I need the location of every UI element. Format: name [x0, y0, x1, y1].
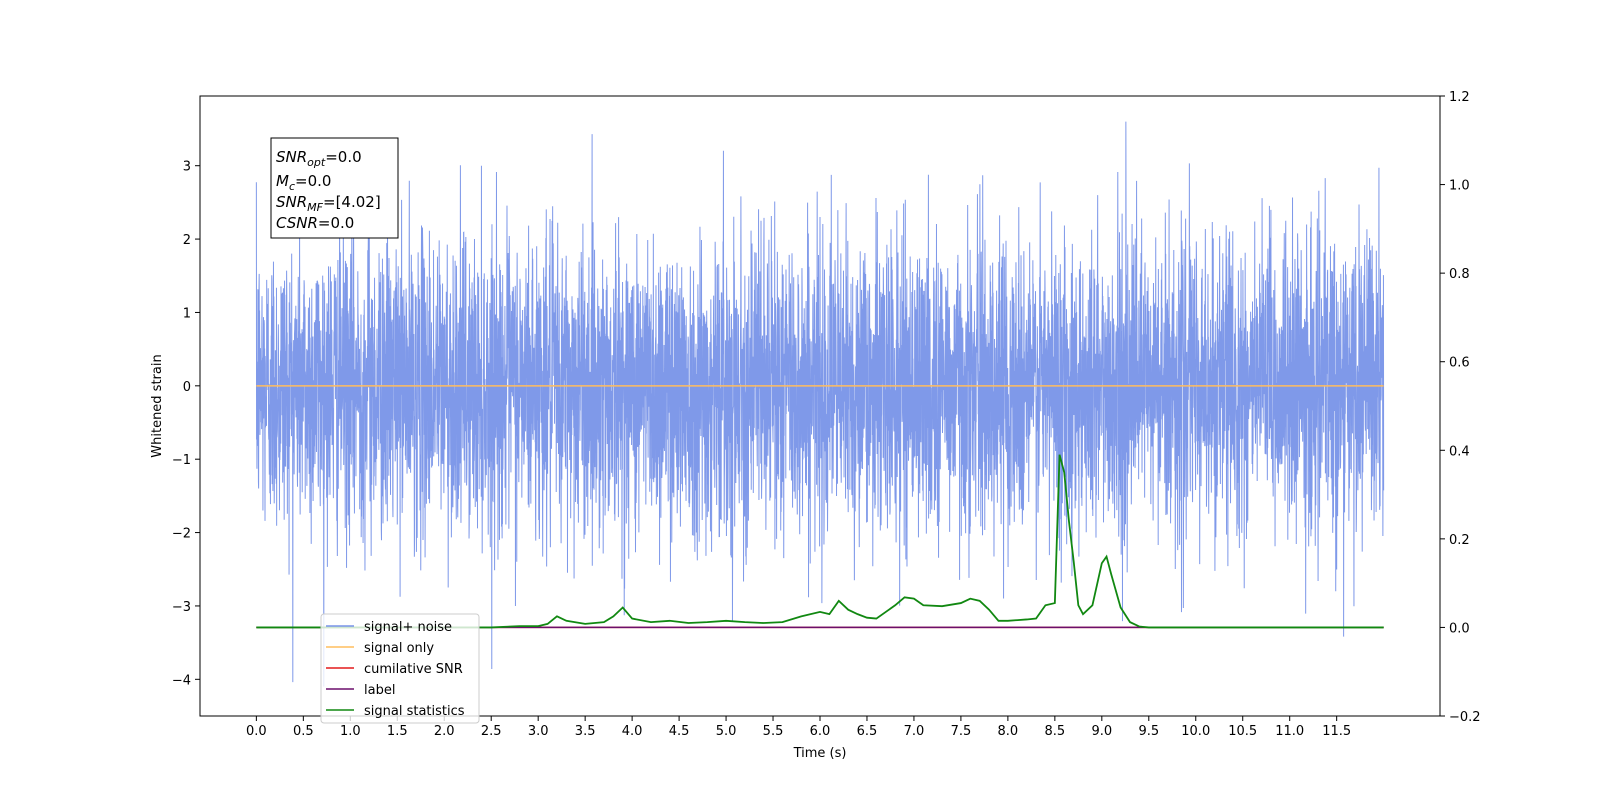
- annotation-snr-opt: SNRopt=0.0: [276, 148, 362, 169]
- y-tick-label: −3: [172, 600, 191, 615]
- legend-label-signal-only: signal only: [364, 641, 434, 656]
- signal-noise-series: [255, 121, 1385, 687]
- y-right-tick-label: 0.2: [1449, 533, 1470, 548]
- x-tick-label: 0.0: [246, 724, 267, 739]
- x-tick-label: 10.0: [1181, 724, 1210, 739]
- y-tick-label: 3: [183, 160, 191, 175]
- x-tick-label: 4.5: [669, 724, 690, 739]
- y-right-tick-label: 0.6: [1449, 356, 1470, 371]
- x-axis-label: Time (s): [793, 746, 847, 761]
- legend-label-signal-noise: signal+ noise: [364, 620, 452, 635]
- y-tick-label: 2: [183, 233, 191, 248]
- y-tick-label: 0: [183, 380, 191, 395]
- y-axis-label: Whitened strain: [150, 354, 165, 457]
- legend-label-label: label: [364, 683, 395, 698]
- x-tick-label: 5.5: [763, 724, 784, 739]
- legend: signal+ noise signal only cumilative SNR…: [320, 613, 480, 724]
- signal-noise-line: [255, 121, 1385, 687]
- series-line-signal-statistics: [256, 454, 1384, 629]
- y-axis-right: 1.2 1.0 0.8 0.6 0.4 0.2 0.0 −0.2: [1440, 90, 1481, 725]
- x-tick-label: 0.5: [293, 724, 314, 739]
- x-tick-label: 8.0: [998, 724, 1019, 739]
- x-axis: 0.0 0.5 1.0 1.5 2.0 2.5 3.0 3.5 4.0 4.5 5.0 5.5 6.0 6…: [246, 716, 1351, 739]
- x-tick-label: 1.5: [387, 724, 408, 739]
- y-right-tick-label: 1.0: [1449, 179, 1470, 194]
- y-right-tick-label: 0.0: [1449, 621, 1470, 636]
- y-right-tick-label: −0.2: [1449, 710, 1481, 725]
- annotation-mc: Mc=0.0: [276, 172, 331, 193]
- x-tick-label: 9.0: [1091, 724, 1112, 739]
- y-tick-label: 1: [183, 306, 191, 321]
- x-tick-label: 4.0: [622, 724, 643, 739]
- x-tick-label: 6.0: [810, 724, 831, 739]
- y-tick-label: −2: [172, 527, 191, 542]
- x-tick-label: 2.0: [434, 724, 455, 739]
- y-tick-label: −1: [172, 453, 191, 468]
- legend-label-cumulative-snr: cumilative SNR: [364, 662, 463, 677]
- y-axis-left: 3 2 1 0 −1 −2 −3 −4: [172, 160, 200, 688]
- x-tick-label: 1.0: [340, 724, 361, 739]
- x-tick-label: 9.5: [1138, 724, 1159, 739]
- x-tick-label: 6.5: [857, 724, 878, 739]
- x-tick-label: 2.5: [481, 724, 502, 739]
- x-tick-label: 8.5: [1045, 724, 1066, 739]
- x-tick-label: 10.5: [1228, 724, 1257, 739]
- x-tick-label: 7.5: [951, 724, 972, 739]
- annotation-box: SNRopt=0.0 Mc=0.0 SNRMF=[4.02] CSNR=0.0: [270, 137, 399, 239]
- x-tick-label: 3.0: [528, 724, 549, 739]
- x-tick-label: 5.0: [716, 724, 737, 739]
- y-right-tick-label: 0.8: [1449, 267, 1470, 282]
- x-tick-label: 7.0: [904, 724, 925, 739]
- annotation-snr-mf: SNRMF=[4.02]: [276, 193, 381, 214]
- x-tick-label: 11.5: [1322, 724, 1351, 739]
- y-tick-label: −4: [172, 673, 191, 688]
- legend-label-signal-statistics: signal statistics: [364, 704, 465, 719]
- x-tick-label: 11.0: [1275, 724, 1304, 739]
- annotation-csnr: CSNR=0.0: [276, 214, 354, 232]
- y-right-tick-label: 0.4: [1449, 444, 1470, 459]
- y-right-tick-label: 1.2: [1449, 90, 1470, 105]
- x-tick-label: 3.5: [575, 724, 596, 739]
